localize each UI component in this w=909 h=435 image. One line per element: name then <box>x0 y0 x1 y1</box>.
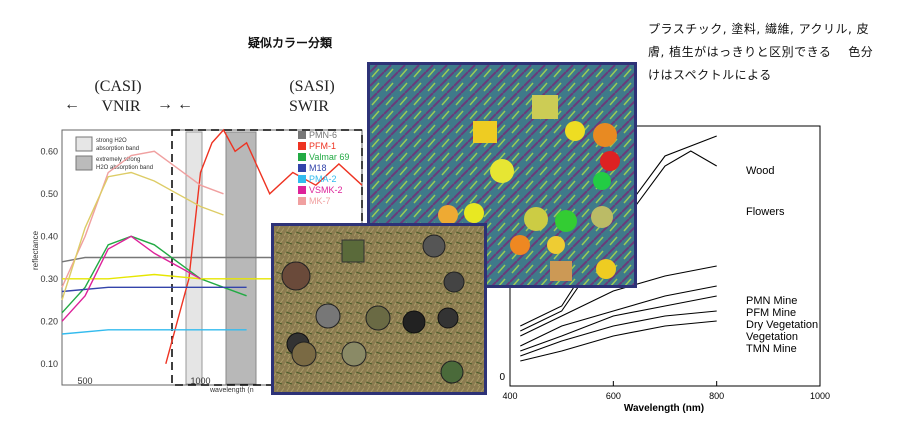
page-title: 疑似カラー分類 <box>248 36 333 50</box>
series-line <box>520 320 717 362</box>
series-line <box>520 265 717 337</box>
legend-swatch <box>298 197 306 205</box>
series-line <box>61 329 247 335</box>
y-tick-label: 0 <box>499 372 505 383</box>
series-label: Vegetation <box>746 331 798 343</box>
legend-label: PFM-1 <box>309 141 336 151</box>
series-label: Dry Vegetation <box>746 319 818 331</box>
x-tick-label: 500 <box>78 376 93 386</box>
y-tick-label: 0.30 <box>40 274 58 284</box>
legend-swatch-strong <box>75 136 93 152</box>
x-tick-label: 600 <box>606 391 621 401</box>
legend-label: PMA-2 <box>309 174 337 184</box>
legend-swatch <box>298 153 306 161</box>
series-line <box>520 285 717 347</box>
y-tick-label: 0.10 <box>40 359 58 369</box>
y-tick-label: 0.60 <box>40 146 58 156</box>
sasi-label: (SASI) <box>289 78 335 95</box>
x-tick-label: 800 <box>709 391 724 401</box>
legend-extreme-band-1: extremely strong <box>96 157 140 163</box>
series-line <box>61 235 247 314</box>
series-line <box>520 295 717 352</box>
legend-strong-band-2: absorption band <box>96 146 139 152</box>
y-tick-label: 0.40 <box>40 231 58 241</box>
mid-arrows: → ← <box>157 96 193 113</box>
series-label: PMN Mine <box>746 295 797 307</box>
landmine-olive <box>291 341 317 367</box>
series-line <box>520 150 717 332</box>
yellow-square-target <box>473 121 497 143</box>
legend-label: VSMK-2 <box>309 185 343 195</box>
series-line <box>165 128 363 364</box>
legend-swatch <box>298 131 306 139</box>
casi-label: (CASI) <box>94 78 142 95</box>
legend-label: MK-7 <box>309 196 331 206</box>
legend-label: M18 <box>309 163 327 173</box>
x-axis-label: Wavelength (nm) <box>624 403 704 414</box>
red-disc-target <box>600 151 620 171</box>
green-disc-target <box>593 172 611 190</box>
y-axis-label: reflectance <box>31 230 40 270</box>
legend-label: PMN-6 <box>309 130 337 140</box>
green-square-target <box>532 95 558 119</box>
field-photo-render <box>274 226 484 392</box>
series-label: Wood <box>746 165 775 177</box>
series-line <box>61 286 247 293</box>
series-line <box>520 310 717 357</box>
note-line: けはスペクトルによる <box>648 68 772 82</box>
note-line: 膚, 植生がはっきりと区別できる 色分 <box>648 45 874 59</box>
series-label: PFM Mine <box>746 307 796 319</box>
series-line <box>61 171 224 301</box>
field-photo <box>271 223 487 395</box>
landmine-green <box>440 360 464 384</box>
y-tick-label: 0.20 <box>40 316 58 326</box>
x-tick-label: 1000 <box>810 391 830 401</box>
legend-swatch <box>298 186 306 194</box>
legend-swatch-extreme <box>75 155 93 171</box>
legend-strong-band-1: strong H2O <box>96 138 127 144</box>
legend-label: Valmar 69 <box>309 152 349 162</box>
legend-swatch <box>298 164 306 172</box>
legend-extreme-band-2: H2O absorption band <box>96 165 153 171</box>
false-color-image <box>367 62 637 288</box>
x-axis-label: wavelength (n <box>209 387 254 394</box>
vnir-label: VNIR <box>101 98 141 115</box>
y-tick-label: 0.50 <box>40 189 58 199</box>
landmine-brown <box>281 261 311 291</box>
landmine-square <box>341 239 365 263</box>
swir-label: SWIR <box>289 98 329 115</box>
legend-swatch <box>298 175 306 183</box>
series-line <box>61 235 201 322</box>
x-tick-label: 1000 <box>190 376 210 386</box>
note-line: プラスチック, 塗料, 繊維, アクリル, 皮 <box>648 22 870 36</box>
orange-disc-target <box>593 123 617 147</box>
series-label: TMN Mine <box>746 343 797 355</box>
left-arrow: ← <box>64 96 80 113</box>
legend-swatch <box>298 142 306 150</box>
series-line <box>61 150 224 288</box>
description-note: プラスチック, 塗料, 繊維, アクリル, 皮 膚, 植生がはっきりと区別できる… <box>648 18 888 87</box>
series-label: Flowers <box>746 206 785 218</box>
x-tick-label: 400 <box>502 391 517 401</box>
